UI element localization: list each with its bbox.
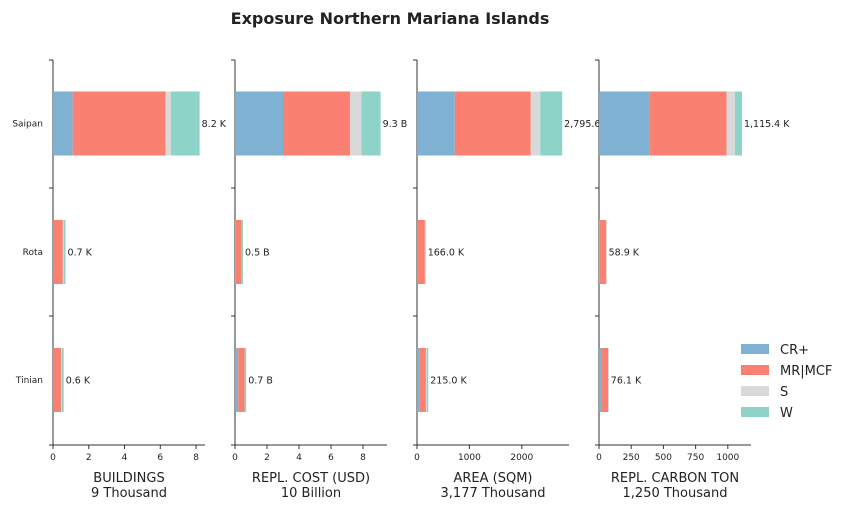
bar-segment bbox=[540, 91, 563, 156]
legend-label: W bbox=[780, 406, 793, 421]
legend-label: S bbox=[780, 385, 788, 400]
value-label: 9.3 B bbox=[383, 119, 408, 130]
x-tick-label: 2 bbox=[86, 453, 92, 463]
x-axis-title: REPL. CARBON TON bbox=[611, 471, 739, 486]
legend-swatch bbox=[741, 365, 769, 375]
bar-segment bbox=[350, 91, 362, 156]
bar-segment bbox=[63, 220, 66, 284]
bar-segment bbox=[599, 91, 650, 156]
x-tick-label: 500 bbox=[655, 453, 672, 463]
bar-segment bbox=[417, 220, 425, 284]
bar-segment bbox=[419, 348, 426, 412]
chart-title: Exposure Northern Mariana Islands bbox=[231, 9, 550, 28]
bar-segment bbox=[53, 91, 73, 156]
bar-segment bbox=[244, 348, 247, 412]
bar-segment bbox=[238, 348, 245, 412]
value-label: 0.6 K bbox=[66, 376, 91, 387]
bar-segment bbox=[235, 348, 239, 412]
x-axis-title: REPL. COST (USD) bbox=[252, 471, 370, 486]
bar-segment bbox=[171, 91, 200, 156]
bar-segment bbox=[599, 220, 607, 284]
bar-segment bbox=[72, 91, 166, 156]
x-tick-label: 0 bbox=[50, 453, 56, 463]
value-label: 0.7 K bbox=[68, 248, 93, 259]
x-tick-label: 8 bbox=[360, 453, 366, 463]
bar-segment bbox=[361, 91, 381, 156]
bar-segment bbox=[649, 91, 727, 156]
x-tick-label: 0 bbox=[232, 453, 238, 463]
value-label: 76.1 K bbox=[611, 376, 642, 387]
x-tick-label: 4 bbox=[122, 453, 128, 463]
x-axis-title: BUILDINGS bbox=[93, 471, 164, 486]
value-label: 0.5 B bbox=[245, 248, 270, 259]
x-tick-label: 6 bbox=[328, 453, 334, 463]
bar-segment bbox=[61, 348, 64, 412]
chart-panels: Saipan Rota Tinian 0 2 4 6 8 8.2 K 0.7 K 0.6 K BUIL… bbox=[12, 59, 790, 501]
bar-segment bbox=[734, 91, 742, 156]
bar-segment bbox=[235, 220, 242, 284]
x-tick-label: 2 bbox=[264, 453, 270, 463]
x-tick-label: 4 bbox=[296, 453, 302, 463]
bar-segment bbox=[165, 91, 172, 156]
value-label: 166.0 K bbox=[428, 248, 465, 259]
bar-segment bbox=[417, 91, 455, 156]
bar-segment bbox=[599, 348, 602, 412]
category-label: Tinian bbox=[15, 376, 43, 386]
x-axis-unit: 1,250 Thousand bbox=[623, 486, 728, 501]
legend-swatch bbox=[741, 344, 769, 354]
x-tick-label: 8 bbox=[193, 453, 199, 463]
bar-segment bbox=[283, 91, 351, 156]
bar-segment bbox=[599, 220, 600, 284]
bar-segment bbox=[426, 348, 429, 412]
x-tick-label: 0 bbox=[414, 453, 420, 463]
bar-segment bbox=[53, 220, 63, 284]
bar-segment bbox=[235, 91, 283, 156]
legend-swatch bbox=[741, 386, 769, 396]
bar-segment bbox=[726, 91, 735, 156]
bar-segment bbox=[61, 348, 62, 412]
bar-segment bbox=[454, 91, 531, 156]
bar-segment bbox=[235, 220, 236, 284]
x-tick-label: 1000 bbox=[716, 453, 739, 463]
bar-segment bbox=[53, 348, 62, 412]
value-label: 8.2 K bbox=[202, 119, 227, 130]
legend-label: MR|MCF bbox=[780, 364, 832, 379]
x-tick-label: 1000 bbox=[458, 453, 481, 463]
bar-segment bbox=[425, 220, 426, 284]
x-tick-label: 2000 bbox=[510, 453, 533, 463]
bar-segment bbox=[417, 220, 418, 284]
legend: CR+ MR|MCF SW bbox=[741, 343, 832, 421]
value-label: 1,115.4 K bbox=[744, 119, 790, 130]
x-tick-label: 750 bbox=[687, 453, 704, 463]
bar-segment bbox=[417, 348, 420, 412]
bar-segment bbox=[601, 348, 609, 412]
value-label: 58.9 K bbox=[609, 248, 640, 259]
legend-label: CR+ bbox=[780, 343, 809, 358]
bar-segment bbox=[425, 348, 427, 412]
x-axis-unit: 3,177 Thousand bbox=[441, 486, 546, 501]
x-axis-unit: 9 Thousand bbox=[91, 486, 167, 501]
x-tick-label: 6 bbox=[157, 453, 163, 463]
value-label: 2,795.6 bbox=[564, 119, 600, 130]
category-label: Rota bbox=[23, 248, 43, 258]
bar-segment bbox=[530, 91, 541, 156]
category-label: Saipan bbox=[12, 120, 43, 130]
x-tick-label: 0 bbox=[596, 453, 602, 463]
bar-segment bbox=[62, 220, 64, 284]
value-label: 215.0 K bbox=[430, 376, 467, 387]
x-tick-label: 250 bbox=[623, 453, 640, 463]
legend-swatch bbox=[741, 407, 769, 417]
bar-segment bbox=[241, 220, 243, 284]
x-axis-unit: 10 Billion bbox=[281, 486, 341, 501]
x-axis-title: AREA (SQM) bbox=[453, 471, 532, 486]
value-label: 0.7 B bbox=[248, 376, 273, 387]
